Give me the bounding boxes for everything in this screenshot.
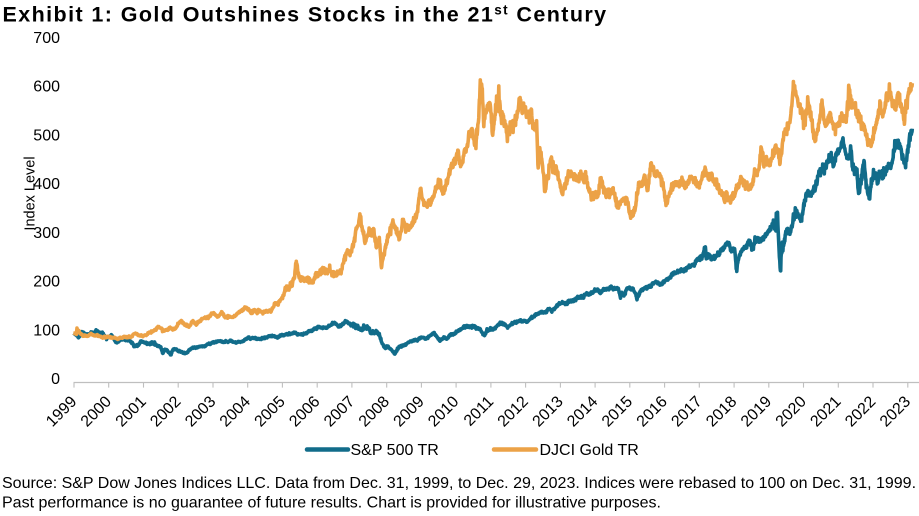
svg-text:S&P 500 TR: S&P 500 TR <box>351 442 439 459</box>
svg-text:400: 400 <box>33 176 60 193</box>
svg-text:0: 0 <box>51 371 60 388</box>
svg-text:500: 500 <box>33 127 60 144</box>
svg-text:Index Level: Index Level <box>23 156 39 230</box>
svg-text:700: 700 <box>33 30 60 47</box>
svg-text:200: 200 <box>33 274 60 291</box>
svg-text:Past performance is no guarant: Past performance is no guarantee of futu… <box>2 495 661 512</box>
svg-text:DJCI Gold TR: DJCI Gold TR <box>540 442 639 459</box>
svg-text:300: 300 <box>33 225 60 242</box>
svg-text:600: 600 <box>33 79 60 96</box>
svg-text:Source: S&P Dow Jones Indices: Source: S&P Dow Jones Indices LLC. Data … <box>2 475 916 492</box>
svg-text:Exhibit 1: Gold Outshines Stoc: Exhibit 1: Gold Outshines Stocks in the … <box>3 3 608 27</box>
svg-text:100: 100 <box>33 322 60 339</box>
